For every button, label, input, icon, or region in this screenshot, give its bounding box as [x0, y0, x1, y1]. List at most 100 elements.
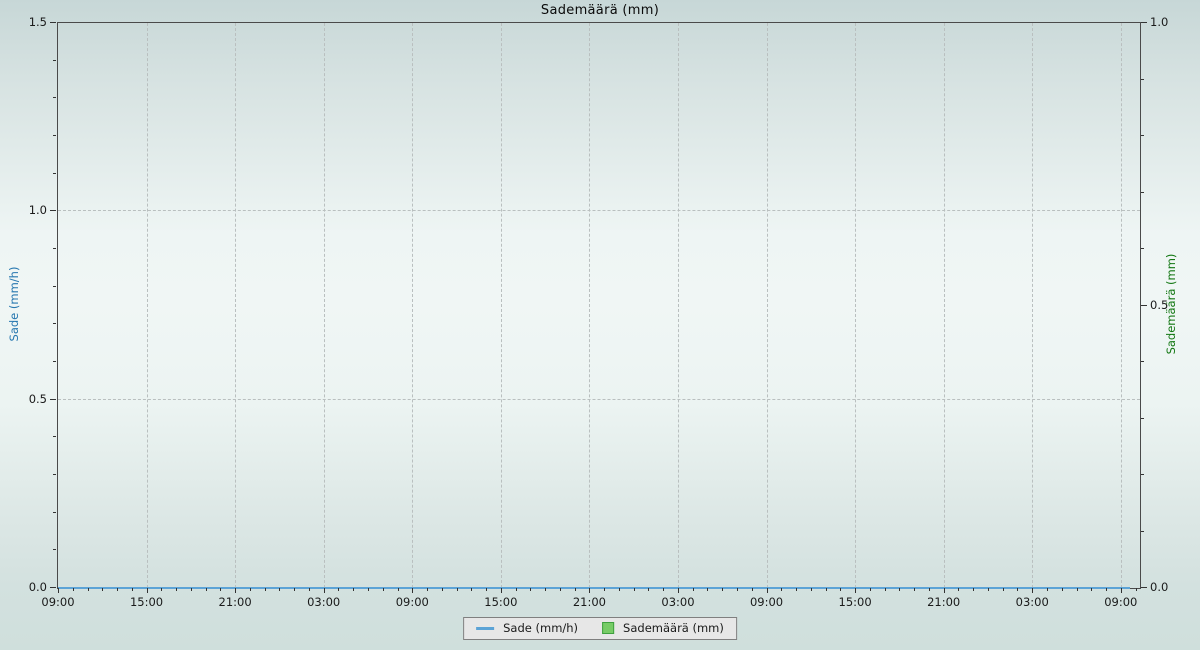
x-gridline [1120, 23, 1122, 588]
x-tick-label: 21:00 [927, 595, 961, 609]
x-tick-minor [928, 588, 930, 591]
x-tick-minor [264, 588, 266, 591]
left-tick-minor [53, 436, 56, 438]
left-tick-major [50, 210, 56, 212]
legend-square-marker [602, 622, 615, 634]
left-tick-minor [53, 285, 56, 287]
right-tick-minor [1141, 248, 1144, 249]
right-tick-major [1141, 22, 1147, 23]
x-tick-minor [707, 588, 709, 591]
x-tick-minor [515, 588, 517, 591]
x-tick-major [943, 588, 945, 593]
x-tick-minor [249, 588, 251, 591]
x-tick-minor [559, 588, 561, 591]
x-tick-minor [692, 588, 694, 591]
x-tick-minor [441, 588, 443, 591]
x-tick-major [589, 588, 591, 593]
x-tick-minor [663, 588, 665, 591]
x-tick-minor [825, 588, 827, 591]
x-tick-minor [958, 588, 960, 591]
x-tick-minor [899, 588, 901, 591]
left-tick-minor [53, 97, 56, 99]
x-tick-minor [840, 588, 842, 591]
x-tick-major [766, 588, 768, 593]
x-gridline [323, 23, 325, 588]
x-tick-minor [973, 588, 975, 591]
x-gridline [235, 23, 237, 588]
x-tick-minor [1047, 588, 1048, 591]
x-tick-minor [751, 588, 753, 591]
x-tick-minor [161, 588, 163, 591]
x-gridline [766, 23, 768, 588]
x-tick-minor [530, 588, 532, 591]
x-tick-label: 03:00 [1015, 595, 1049, 609]
x-tick-minor [1076, 588, 1078, 591]
right-tick-major [1141, 304, 1147, 306]
right-tick-minor [1141, 417, 1144, 419]
x-tick-label: 09:00 [1104, 595, 1138, 609]
right-tick-minor [1141, 191, 1144, 193]
x-tick-minor [722, 588, 724, 591]
x-tick-major [412, 588, 414, 593]
x-tick-label: 15:00 [484, 595, 518, 609]
x-tick-minor [102, 588, 104, 591]
right-tick-label: 0.5 [1150, 297, 1169, 312]
right-tick-minor [1141, 530, 1144, 532]
x-gridline [589, 23, 591, 588]
x-tick-minor [338, 588, 340, 591]
x-tick-major [235, 588, 237, 593]
y-gridline [58, 210, 1140, 212]
x-tick-label: 09:00 [395, 595, 429, 609]
x-tick-minor [545, 588, 547, 591]
chart-title: Sademäärä (mm) [540, 3, 660, 18]
series-sade-line [58, 587, 1130, 589]
x-tick-minor [1135, 588, 1137, 591]
x-tick-minor [131, 588, 133, 591]
legend-item-sade: Sade (mm/h) [476, 621, 578, 635]
x-tick-minor [633, 588, 635, 591]
x-tick-minor [308, 588, 310, 591]
x-tick-minor [190, 588, 192, 591]
x-tick-minor [737, 588, 739, 591]
x-tick-minor [987, 588, 989, 591]
x-tick-minor [205, 588, 207, 591]
left-tick-major [50, 398, 56, 400]
right-tick-label: 0.0 [1150, 580, 1169, 594]
x-tick-minor [618, 588, 620, 591]
x-tick-minor [456, 588, 458, 591]
x-tick-minor [574, 588, 576, 591]
right-tick-minor [1141, 135, 1144, 136]
x-tick-minor [367, 588, 369, 591]
right-tick-minor [1141, 361, 1144, 362]
x-tick-minor [1106, 588, 1108, 591]
x-tick-minor [914, 588, 916, 591]
left-tick-label: 1.5 [28, 15, 47, 29]
x-tick-minor [176, 588, 178, 591]
x-tick-label: 21:00 [572, 595, 606, 609]
legend-label-sademaara: Sademäärä (mm) [623, 621, 724, 635]
x-tick-major [146, 588, 148, 593]
x-gridline [1032, 23, 1034, 588]
x-tick-label: 03:00 [661, 595, 695, 609]
x-tick-major [855, 588, 857, 593]
x-tick-label: 21:00 [218, 595, 252, 609]
x-gridline [412, 23, 414, 588]
x-tick-minor [279, 588, 281, 591]
legend-line-marker [476, 626, 495, 630]
x-tick-label: 15:00 [838, 595, 872, 609]
left-tick-label: 1.0 [28, 203, 47, 218]
x-tick-minor [294, 588, 296, 591]
right-tick-minor [1141, 78, 1144, 80]
left-tick-major [50, 22, 56, 23]
x-tick-minor [781, 588, 783, 591]
x-tick-minor [353, 588, 355, 591]
x-tick-minor [869, 588, 871, 591]
x-tick-minor [604, 588, 606, 591]
left-tick-minor [53, 172, 56, 174]
x-tick-minor [427, 588, 429, 591]
x-tick-minor [1091, 588, 1093, 591]
x-tick-minor [87, 588, 89, 591]
x-tick-major [1120, 588, 1122, 593]
x-tick-major [500, 588, 502, 593]
x-tick-major [1032, 588, 1034, 593]
